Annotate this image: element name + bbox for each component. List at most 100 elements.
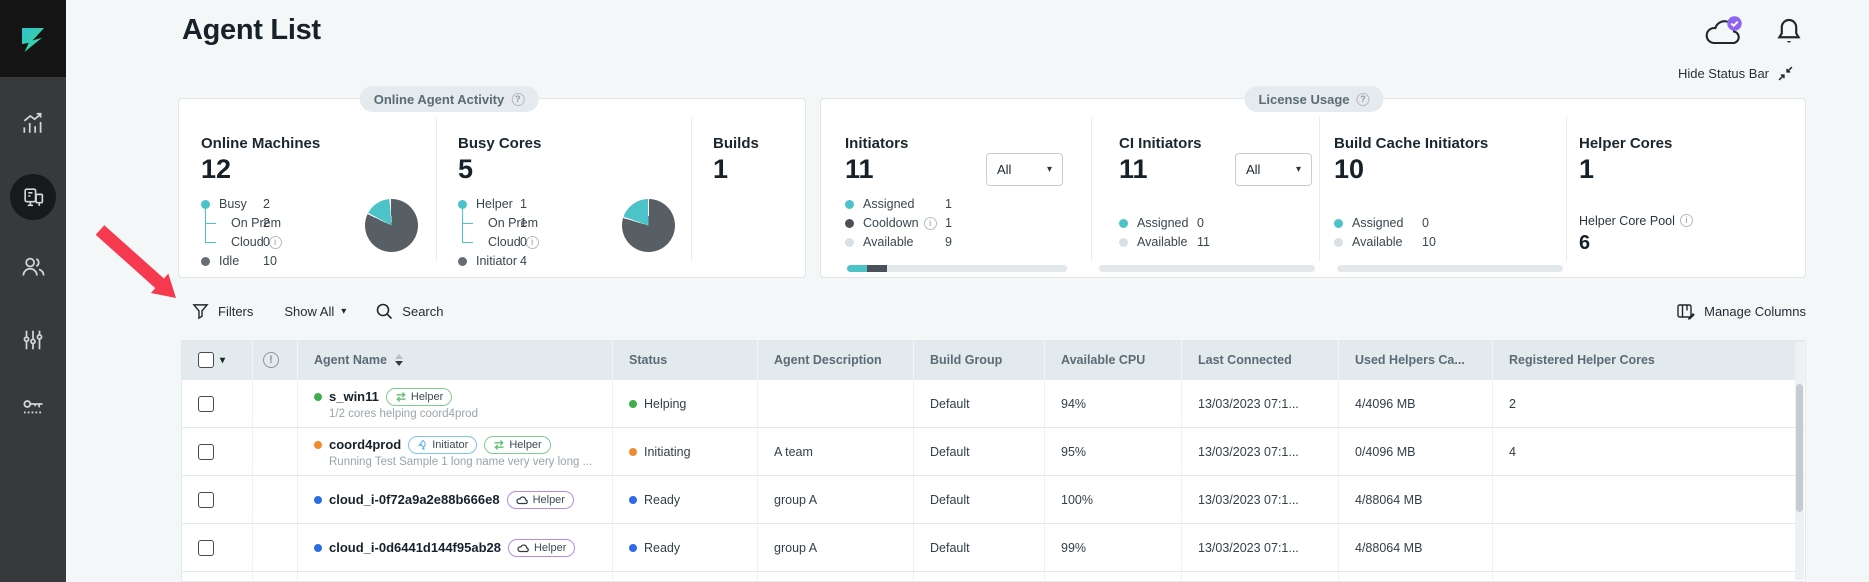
agents-icon bbox=[23, 187, 43, 206]
agent-status-dot bbox=[314, 440, 322, 449]
available-cpu-cell: 95% bbox=[1045, 428, 1182, 475]
ci-initiators-filter-dropdown[interactable]: All ▾ bbox=[1235, 153, 1312, 186]
agent-name[interactable]: coord4prod bbox=[329, 437, 402, 452]
hide-status-bar-label: Hide Status Bar bbox=[1677, 66, 1769, 81]
info-icon[interactable] bbox=[525, 235, 539, 249]
column-header-status[interactable]: Status bbox=[613, 341, 758, 379]
column-header-last-connected[interactable]: Last Connected bbox=[1182, 341, 1339, 379]
available-cpu-cell: 100% bbox=[1045, 476, 1182, 523]
rocket-icon bbox=[418, 439, 426, 450]
divider bbox=[1091, 117, 1092, 261]
agent-description-cell: A team bbox=[758, 428, 914, 475]
available-cpu-cell: 94% bbox=[1045, 380, 1182, 427]
used-helpers-cache-cell: 4/88064 MB bbox=[1339, 476, 1493, 523]
scrollbar-thumb[interactable] bbox=[1796, 384, 1803, 512]
stat-title: Busy Cores bbox=[458, 135, 542, 152]
sidebar-item-settings[interactable] bbox=[0, 318, 66, 362]
divider bbox=[436, 117, 437, 261]
row-checkbox[interactable] bbox=[198, 443, 214, 460]
column-header-agent-description[interactable]: Agent Description bbox=[758, 341, 914, 379]
search-icon bbox=[376, 303, 393, 320]
info-icon[interactable] bbox=[1679, 214, 1693, 228]
table-row[interactable]: cloud_i-0d6441d144f95ab28 Helper Ready g… bbox=[182, 523, 1805, 571]
row-checkbox[interactable] bbox=[198, 539, 214, 556]
info-icon[interactable] bbox=[923, 216, 937, 230]
sidebar-item-agents[interactable] bbox=[0, 174, 66, 220]
selection-menu-chevron-icon[interactable]: ▾ bbox=[220, 354, 226, 366]
license-usage-tab[interactable]: License Usage bbox=[1244, 86, 1384, 112]
page-title: Agent List bbox=[182, 14, 321, 46]
notifications-bell-icon[interactable] bbox=[1775, 16, 1803, 53]
column-header-used-helpers-cache[interactable]: Used Helpers Ca... bbox=[1339, 341, 1493, 379]
cloud-status-icon[interactable] bbox=[1701, 14, 1745, 55]
status-dot bbox=[629, 495, 637, 504]
filters-button[interactable]: Filters bbox=[192, 302, 253, 320]
row-checkbox[interactable] bbox=[198, 491, 214, 508]
table-toolbar: Filters Show All ▾ Search Manage Columns bbox=[181, 296, 1806, 326]
divider bbox=[691, 117, 692, 261]
show-all-dropdown[interactable]: Show All ▾ bbox=[284, 304, 346, 319]
stat-title: Build Cache Initiators bbox=[1334, 135, 1489, 152]
pool-value: 6 bbox=[1579, 231, 1591, 254]
search-button[interactable]: Search bbox=[375, 302, 444, 320]
build-cache-initiators-stat: Build Cache Initiators 10 Assigned 0 Avai… bbox=[1334, 135, 1554, 252]
manage-columns-button[interactable]: Manage Columns bbox=[1677, 303, 1806, 320]
stat-title: Helper Cores bbox=[1579, 135, 1673, 152]
sliders-icon bbox=[23, 330, 43, 350]
sidebar-item-users[interactable] bbox=[0, 244, 66, 288]
pool-label: Helper Core Pool bbox=[1579, 213, 1675, 228]
online-machines-pie-chart bbox=[365, 199, 418, 252]
app-logo[interactable] bbox=[0, 0, 66, 77]
select-all-checkbox[interactable] bbox=[198, 352, 214, 368]
cloud-helper-badge: Helper bbox=[507, 538, 576, 557]
agent-name[interactable]: cloud_i-0f72a9a2e88b666e8 bbox=[329, 492, 500, 507]
divider bbox=[1319, 117, 1320, 261]
agent-name[interactable]: s_win11 bbox=[329, 389, 379, 404]
tree-line bbox=[205, 208, 206, 243]
agent-status-dot bbox=[314, 495, 322, 504]
alerts-column-icon bbox=[263, 352, 279, 368]
table-row[interactable]: coord4prod Initiator Helper bbox=[182, 427, 1805, 475]
cloud-icon bbox=[517, 544, 529, 552]
hide-status-bar-button[interactable]: Hide Status Bar bbox=[1678, 66, 1793, 81]
initiator-badge: Initiator bbox=[408, 435, 478, 454]
builds-stat: Builds 1 bbox=[713, 135, 759, 185]
row-checkbox[interactable] bbox=[198, 395, 214, 412]
table-row-partial[interactable] bbox=[182, 571, 1805, 581]
status-label: Initiating bbox=[644, 444, 691, 459]
sort-icon[interactable] bbox=[394, 354, 403, 366]
sidebar bbox=[0, 0, 66, 582]
help-icon[interactable] bbox=[1356, 92, 1370, 106]
status-label: Ready bbox=[644, 492, 681, 507]
table-scrollbar[interactable] bbox=[1795, 342, 1804, 580]
filters-label: Filters bbox=[218, 303, 254, 319]
column-header-registered-helper-cores[interactable]: Registered Helper Cores bbox=[1493, 341, 1805, 379]
ci-initiators-stat: CI Initiators 11 Assigned 0 Available 11 bbox=[1119, 135, 1329, 252]
online-agent-activity-tab[interactable]: Online Agent Activity bbox=[359, 86, 539, 112]
table-row[interactable]: s_win11 Helper 1/2 cores helping coord4p… bbox=[182, 379, 1805, 427]
column-header-available-cpu[interactable]: Available CPU bbox=[1045, 341, 1182, 379]
sidebar-item-license[interactable] bbox=[0, 386, 66, 430]
table-row[interactable]: cloud_i-0f72a9a2e88b666e8 Helper Ready g… bbox=[182, 475, 1805, 523]
initiators-usage-bar bbox=[847, 265, 1067, 272]
last-connected-cell: 13/03/2023 07:1... bbox=[1182, 476, 1339, 523]
badge-label: Helper bbox=[410, 390, 444, 403]
used-helpers-cache-cell: 4/88064 MB bbox=[1339, 524, 1493, 571]
column-header-build-group[interactable]: Build Group bbox=[914, 341, 1045, 379]
agent-name[interactable]: cloud_i-0d6441d144f95ab28 bbox=[329, 540, 501, 555]
badge-label: Helper bbox=[509, 438, 542, 451]
registered-helper-cores-cell bbox=[1493, 476, 1805, 523]
sidebar-item-dashboard[interactable] bbox=[0, 101, 66, 145]
tab-label: Online Agent Activity bbox=[373, 91, 505, 107]
column-header-agent-name[interactable]: Agent Name bbox=[314, 353, 387, 367]
stat-total: 12 bbox=[201, 154, 232, 184]
initiators-filter-dropdown[interactable]: All ▾ bbox=[986, 153, 1063, 186]
info-icon[interactable] bbox=[268, 235, 282, 249]
help-icon[interactable] bbox=[511, 92, 525, 106]
swap-arrows-icon bbox=[396, 391, 406, 402]
stat-title: CI Initiators bbox=[1119, 135, 1202, 152]
last-connected-cell: 13/03/2023 07:1... bbox=[1182, 380, 1339, 427]
status-dot bbox=[629, 447, 637, 456]
